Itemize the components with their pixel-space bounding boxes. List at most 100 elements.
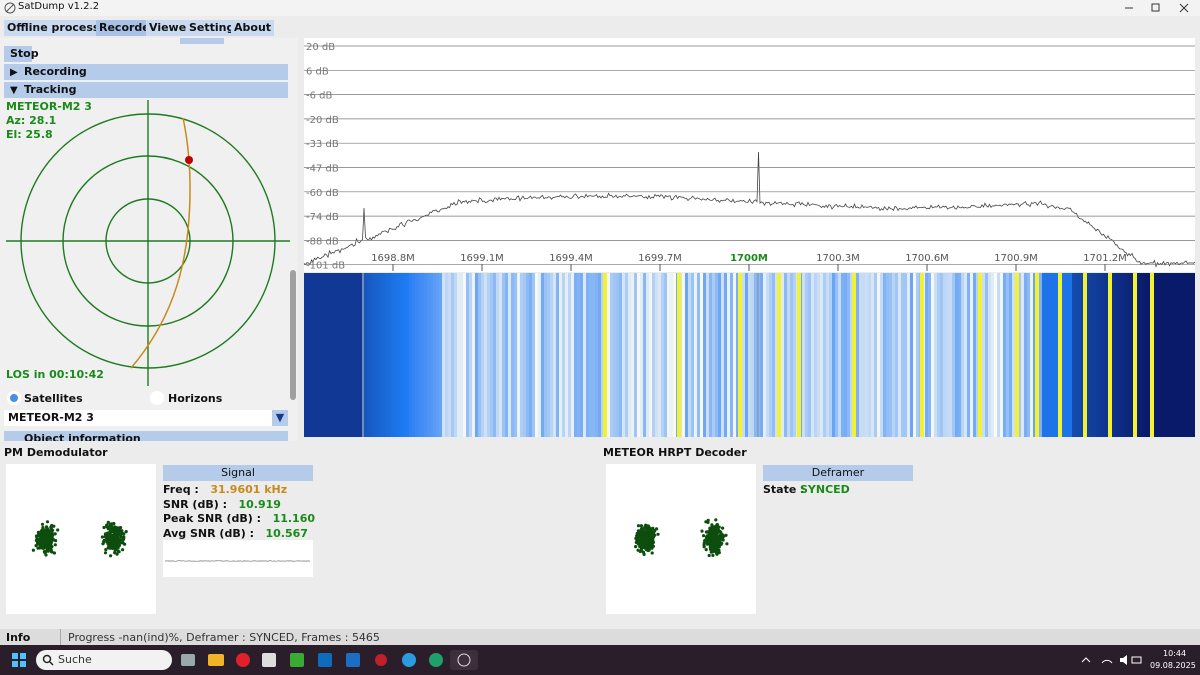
search-box[interactable]: Suche [36,650,172,670]
waterfall-column [625,273,628,437]
waterfall-column [475,273,478,437]
constellation-dot [119,533,123,537]
constellation-dot [718,539,722,544]
waterfall-column [673,273,676,437]
waterfall-column [358,273,361,437]
scroll-remnant [180,38,224,44]
recording-header[interactable]: Recording [4,64,288,80]
los-time: LOS in 00:10:42 [6,368,104,381]
dropdown-arrow[interactable]: ▼ [272,410,288,426]
expanded-arrow: ▼ [10,85,18,96]
waterfall-column [781,273,784,437]
window-controls[interactable] [1110,0,1200,16]
constellation-dot [112,530,116,534]
radio-unselected[interactable] [150,391,164,405]
waterfall-column [637,273,640,437]
waterfall-column [742,273,745,437]
menu-tab[interactable]: About [231,20,275,36]
tracking-header[interactable]: Tracking [4,82,288,98]
signal-value: 11.160 [272,512,316,525]
waterfall-column [610,273,613,437]
db-label: -20 dB [306,115,339,126]
waterfall-column [733,273,736,437]
constellation-dot [42,532,46,536]
waterfall-column [970,273,973,437]
constellation-dot [39,529,43,533]
waterfall-column [532,273,535,437]
constellation-dot [637,542,641,546]
taskbar-apps[interactable] [178,650,478,670]
waterfall-column [550,273,553,437]
left-panel: Stop Recording ▶ Tracking ▼ METEOR-M2 3 … [0,38,298,441]
waterfall-column [934,273,937,437]
freq-label: 1700.3M [816,253,860,264]
constellation-dot [108,539,112,543]
constellation-dot [121,532,125,536]
freq-label: 1699.4M [549,253,593,264]
waterfall-column [619,273,622,437]
waterfall-stripe [1133,273,1137,437]
waterfall-column [1102,273,1105,437]
clock-time: 10:44 [1163,649,1187,658]
waterfall-column [397,273,400,437]
waterfall-column [805,273,808,437]
waterfall-column [961,273,964,437]
waterfall-column [1168,273,1171,437]
waterfall-column [820,273,823,437]
constellation-dot [702,543,706,547]
freq-label: 1699.1M [460,253,504,264]
constellation-dot [644,545,648,549]
constellation-dot [724,533,728,537]
constellation-dot [53,543,57,547]
waterfall-column [880,273,883,437]
waterfall-column [838,273,841,437]
waterfall-column [1144,273,1147,437]
waterfall-column [559,273,562,437]
constellation-dot [639,532,643,536]
constellation-dot [47,539,52,543]
waterfall-column [958,273,961,437]
waterfall-column [826,273,829,437]
waterfall-column [1138,273,1141,437]
title-bar: SatDump v1.2.2 [0,0,1200,16]
signal-row: Avg SNR (dB) : 10.567 [163,527,308,540]
waterfall-column [451,273,454,437]
menu-tab[interactable]: Recorder [96,20,159,36]
waterfall-column [1189,273,1192,437]
radio-selected[interactable] [7,391,21,405]
waterfall-column [946,273,949,437]
constellation-dot [105,524,109,528]
constellation-dot [34,534,39,538]
waterfall-stripe [777,273,781,437]
waterfall-column [454,273,457,437]
constellation-dot [719,542,723,546]
constellation-dot [112,546,116,550]
waterfall-column [1159,273,1162,437]
menu-tab[interactable]: Offline processing [4,20,122,36]
constellation-dot [712,526,716,530]
constellation-dot [719,530,723,534]
scrollbar[interactable] [290,270,296,400]
waterfall-column [871,273,874,437]
menu-tab[interactable]: Viewer [146,20,195,36]
stop-button[interactable]: Stop [4,46,39,62]
start-button[interactable] [12,653,26,667]
constellation-dot [50,528,54,532]
waterfall-stripe [1150,273,1154,437]
menu-tab[interactable]: Settings [186,20,244,36]
satellite-dropdown[interactable]: METEOR-M2 3 [4,410,272,426]
waterfall-column [334,273,337,437]
waterfall-column [856,273,859,437]
section-title: METEOR HRPT Decoder [603,446,747,459]
waterfall-column [814,273,817,437]
constellation-dot [112,528,116,532]
waterfall-column [427,273,430,437]
tray-icons[interactable] [1080,654,1142,666]
waterfall-column [988,273,991,437]
waterfall-column [994,273,997,437]
waterfall-column [1117,273,1120,437]
waterfall-column [1000,273,1003,437]
constellation-dot [121,541,125,545]
waterfall-column [394,273,397,437]
object-header[interactable]: Object information [4,431,288,441]
